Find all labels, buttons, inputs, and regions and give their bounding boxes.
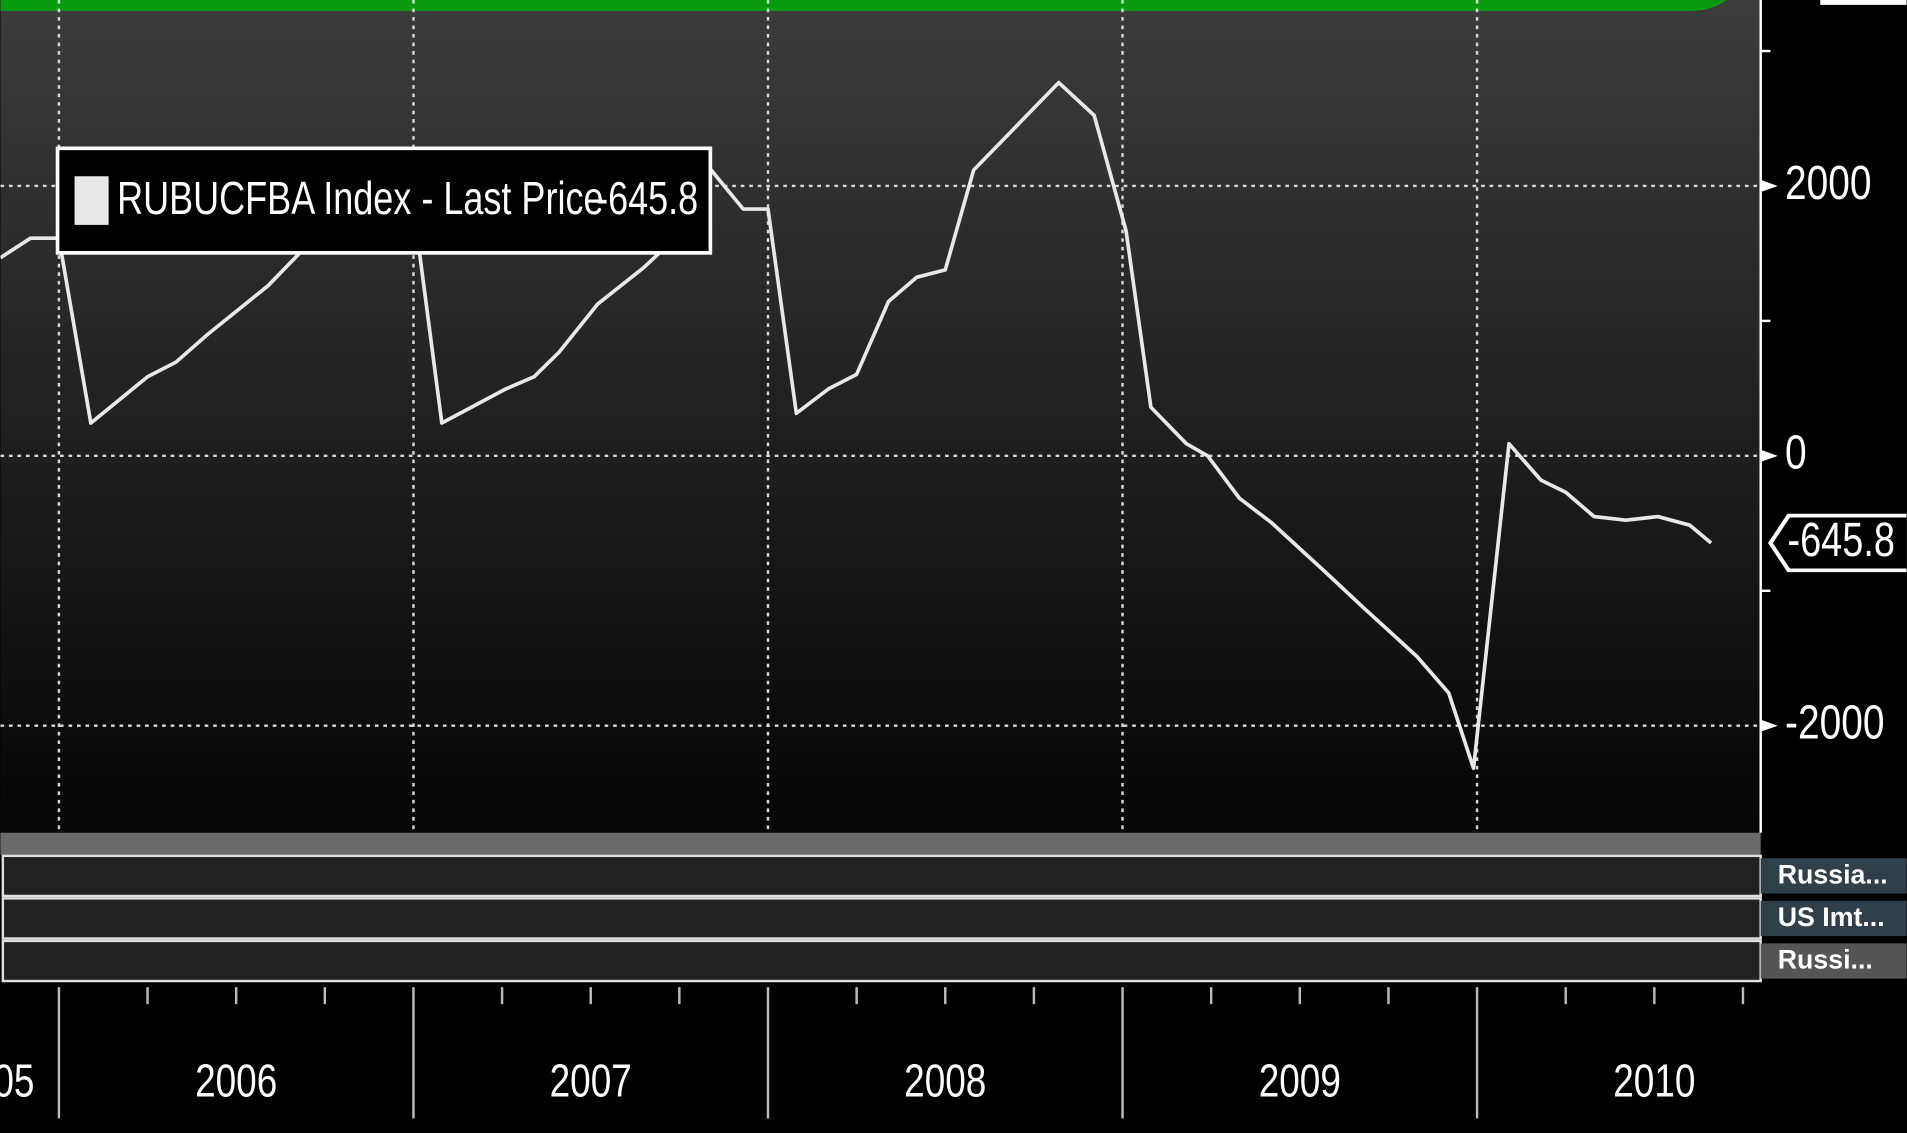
legend-swatch [74,176,109,225]
panel [1,897,1762,940]
top-bar-right [1820,0,1907,5]
x-tick-label: 2007 [550,1055,632,1107]
x-tick-label: 2008 [904,1055,986,1107]
y-tick-label: 2000 [1785,156,1872,210]
panel [1,854,1762,898]
legend-box [55,146,713,255]
panel-tab [1760,900,1907,937]
panel-tab [1760,858,1907,894]
grid [0,0,1761,833]
last-value-tag-inner [1772,517,1907,569]
plot-area [0,0,1761,833]
legend-label: RUBUCFBA Index - Last Price [117,173,603,224]
y-tick [1760,449,1778,462]
panel-tab [1760,943,1907,979]
x-tick-label: 2005 [0,1055,34,1107]
separator [0,832,1761,855]
panel-label: Russi... [1778,945,1873,975]
x-tick-label: 2009 [1259,1055,1341,1107]
panel-label: Russia... [1778,860,1888,890]
y-tick [1760,179,1778,193]
y-tick-label: 0 [1785,426,1807,480]
y-tick [1760,719,1778,732]
x-tick-label: 2006 [195,1055,277,1107]
panel [1,939,1762,983]
last-value-label: -645.8 [1787,513,1895,567]
x-tick-label: 2010 [1613,1055,1695,1107]
y-tick-label: -2000 [1785,695,1884,749]
top-bar [0,0,1727,11]
legend-value: -645.8 [596,173,698,224]
panel-label: US Imt... [1778,902,1885,932]
